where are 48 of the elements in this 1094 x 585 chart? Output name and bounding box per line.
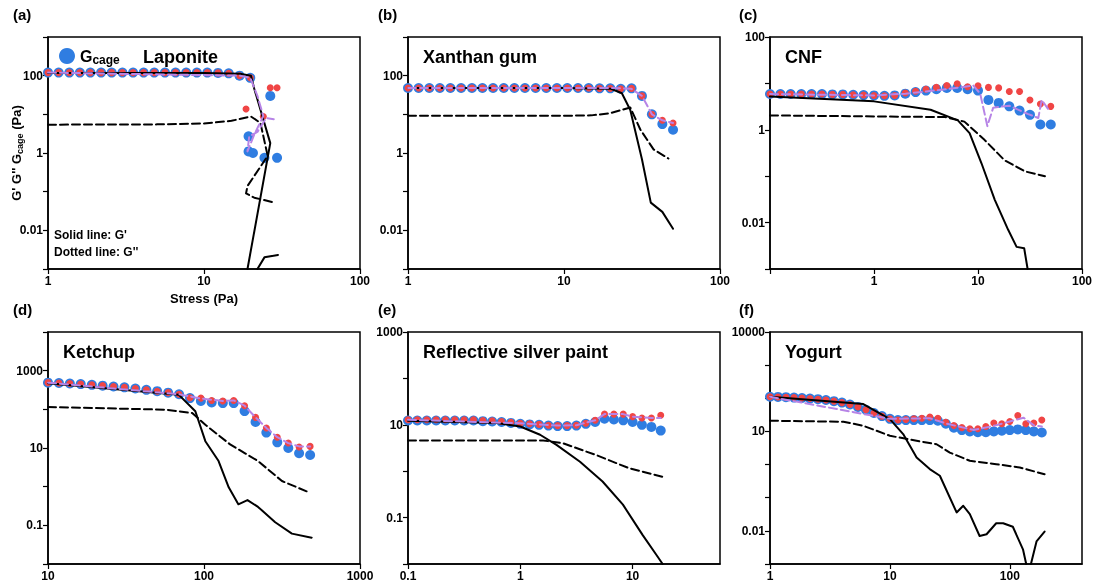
annotation: Dotted line: G'' <box>54 245 139 259</box>
chart-title: (b) <box>378 6 398 23</box>
y-tick-label: 10 <box>29 441 44 455</box>
y-tick-label: 1000 <box>376 325 404 339</box>
y-tick-label: 10000 <box>731 325 766 339</box>
y-tick-label: 0.01 <box>379 223 404 238</box>
x-tick-label: 10 <box>625 569 640 583</box>
y-tick-label: 100 <box>22 68 44 83</box>
x-tick-label: 1000 <box>346 569 374 583</box>
text: CNF <box>785 47 822 67</box>
y-tick-label: 0.01 <box>741 215 766 230</box>
y-tick-label: 0.1 <box>26 518 44 533</box>
x-tick-label: 10 <box>557 274 571 288</box>
x-tick-label: 100 <box>999 569 1021 583</box>
x-tick-label: 10 <box>883 569 897 583</box>
x-tick-label: 10 <box>41 569 55 583</box>
x-tick-label: 10 <box>971 274 985 288</box>
x-tick-label: 1 <box>516 569 524 583</box>
x-tick-label: 100 <box>349 274 371 288</box>
y-tick-label: 100 <box>382 68 404 83</box>
text: Laponite <box>143 47 218 67</box>
y-tick-label: 1 <box>36 146 44 160</box>
y-tick-label: 0.01 <box>19 223 44 238</box>
chart-title: (d) <box>13 301 33 318</box>
x-tick-label: 10 <box>197 274 211 288</box>
x-tick-label: 100 <box>193 569 215 583</box>
annotation: Solid line: G' <box>54 228 127 242</box>
x-tick-label: 100 <box>1071 274 1093 288</box>
text: Xanthan gum <box>423 47 538 67</box>
y-tick-label: 10 <box>389 417 404 432</box>
y-tick-label: 0.01 <box>741 523 766 538</box>
y-tick-label: 1 <box>758 122 766 137</box>
chart-title: (e) <box>378 301 397 318</box>
y-tick-label: 1000 <box>16 363 44 378</box>
text: Reflective silver paint <box>423 342 609 362</box>
y-tick-label: 10 <box>751 424 766 439</box>
y-tick-label: 1 <box>396 146 404 160</box>
y-tick-label: 0.1 <box>386 510 404 525</box>
chart-title: (a) <box>13 6 32 23</box>
x-tick-label: 0.1 <box>399 569 417 583</box>
chart-title: (f) <box>739 301 754 318</box>
y-tick-label: 100 <box>744 30 766 44</box>
x-tick-label: 1 <box>870 274 878 288</box>
text: Yogurt <box>785 342 842 362</box>
x-tick-label: 100 <box>709 274 731 288</box>
chart-title: (c) <box>739 6 758 23</box>
x-axis-title: Stress (Pa) <box>170 290 238 306</box>
text: Ketchup <box>63 342 135 362</box>
